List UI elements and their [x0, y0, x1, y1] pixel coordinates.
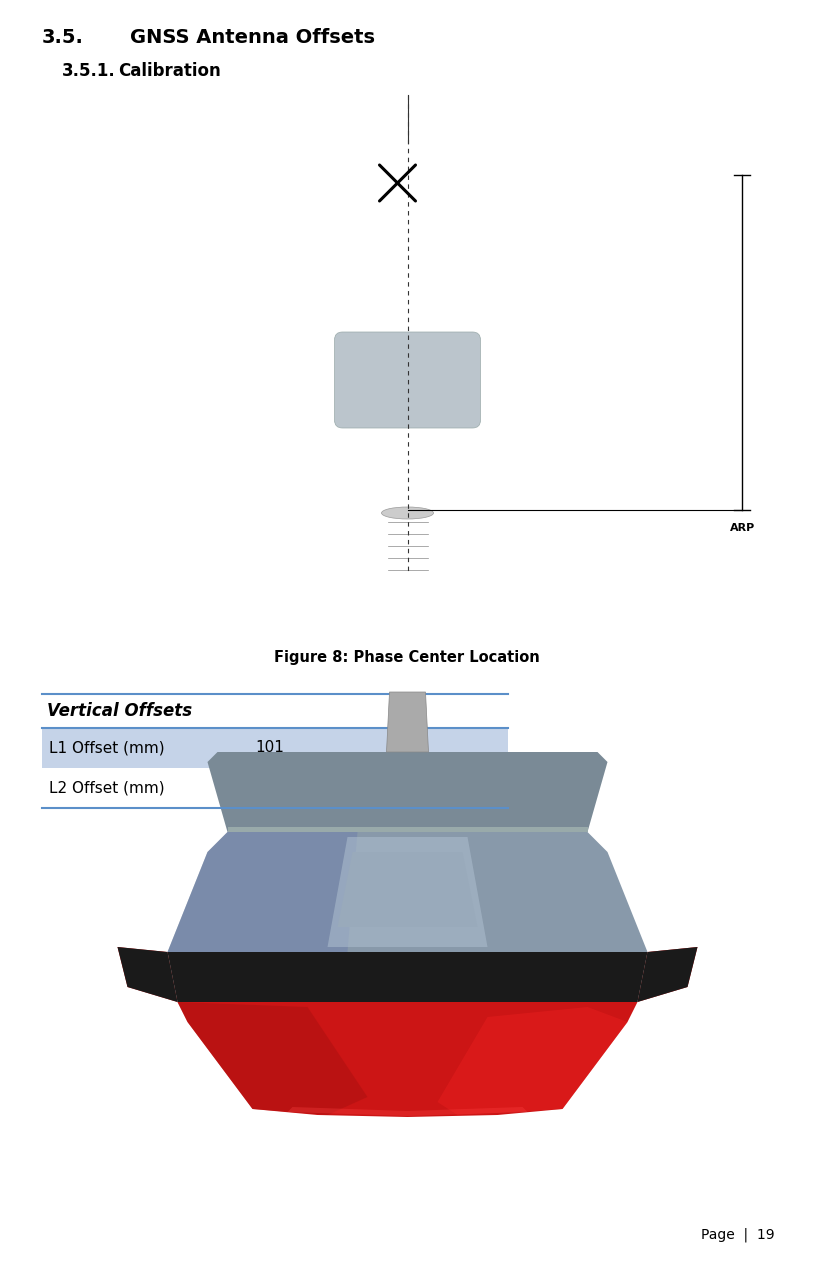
Polygon shape [177, 1002, 637, 1117]
Polygon shape [338, 852, 478, 928]
Text: L2 Offset (mm): L2 Offset (mm) [49, 780, 164, 795]
Bar [42, 728, 508, 769]
Text: Figure 8: Phase Center Location: Figure 8: Phase Center Location [274, 650, 540, 665]
Polygon shape [437, 1007, 628, 1116]
Polygon shape [117, 946, 177, 1002]
Polygon shape [208, 752, 607, 832]
Polygon shape [637, 946, 698, 1002]
Text: 3.5.: 3.5. [42, 28, 84, 47]
Polygon shape [637, 946, 698, 1002]
Text: Page  |  19: Page | 19 [702, 1228, 775, 1242]
Polygon shape [117, 946, 177, 1002]
Text: GNSS Antenna Offsets: GNSS Antenna Offsets [130, 28, 375, 47]
Polygon shape [327, 837, 488, 946]
Polygon shape [227, 827, 588, 832]
Bar [55, 90, 760, 610]
Text: ARP: ARP [729, 522, 755, 533]
Text: L1 Offset (mm): L1 Offset (mm) [49, 741, 164, 756]
Polygon shape [387, 692, 428, 752]
Polygon shape [177, 1002, 367, 1116]
Ellipse shape [382, 507, 434, 519]
Text: Vertical Offsets: Vertical Offsets [47, 702, 192, 721]
Text: 92.5: 92.5 [255, 780, 289, 795]
FancyBboxPatch shape [335, 332, 480, 428]
Polygon shape [168, 832, 357, 952]
Polygon shape [287, 1107, 527, 1116]
Text: 3.5.1.: 3.5.1. [62, 62, 116, 80]
Bar [42, 769, 508, 808]
Text: 101: 101 [255, 741, 284, 756]
Polygon shape [168, 952, 647, 1002]
Text: Calibration: Calibration [118, 62, 221, 80]
Polygon shape [168, 832, 647, 952]
